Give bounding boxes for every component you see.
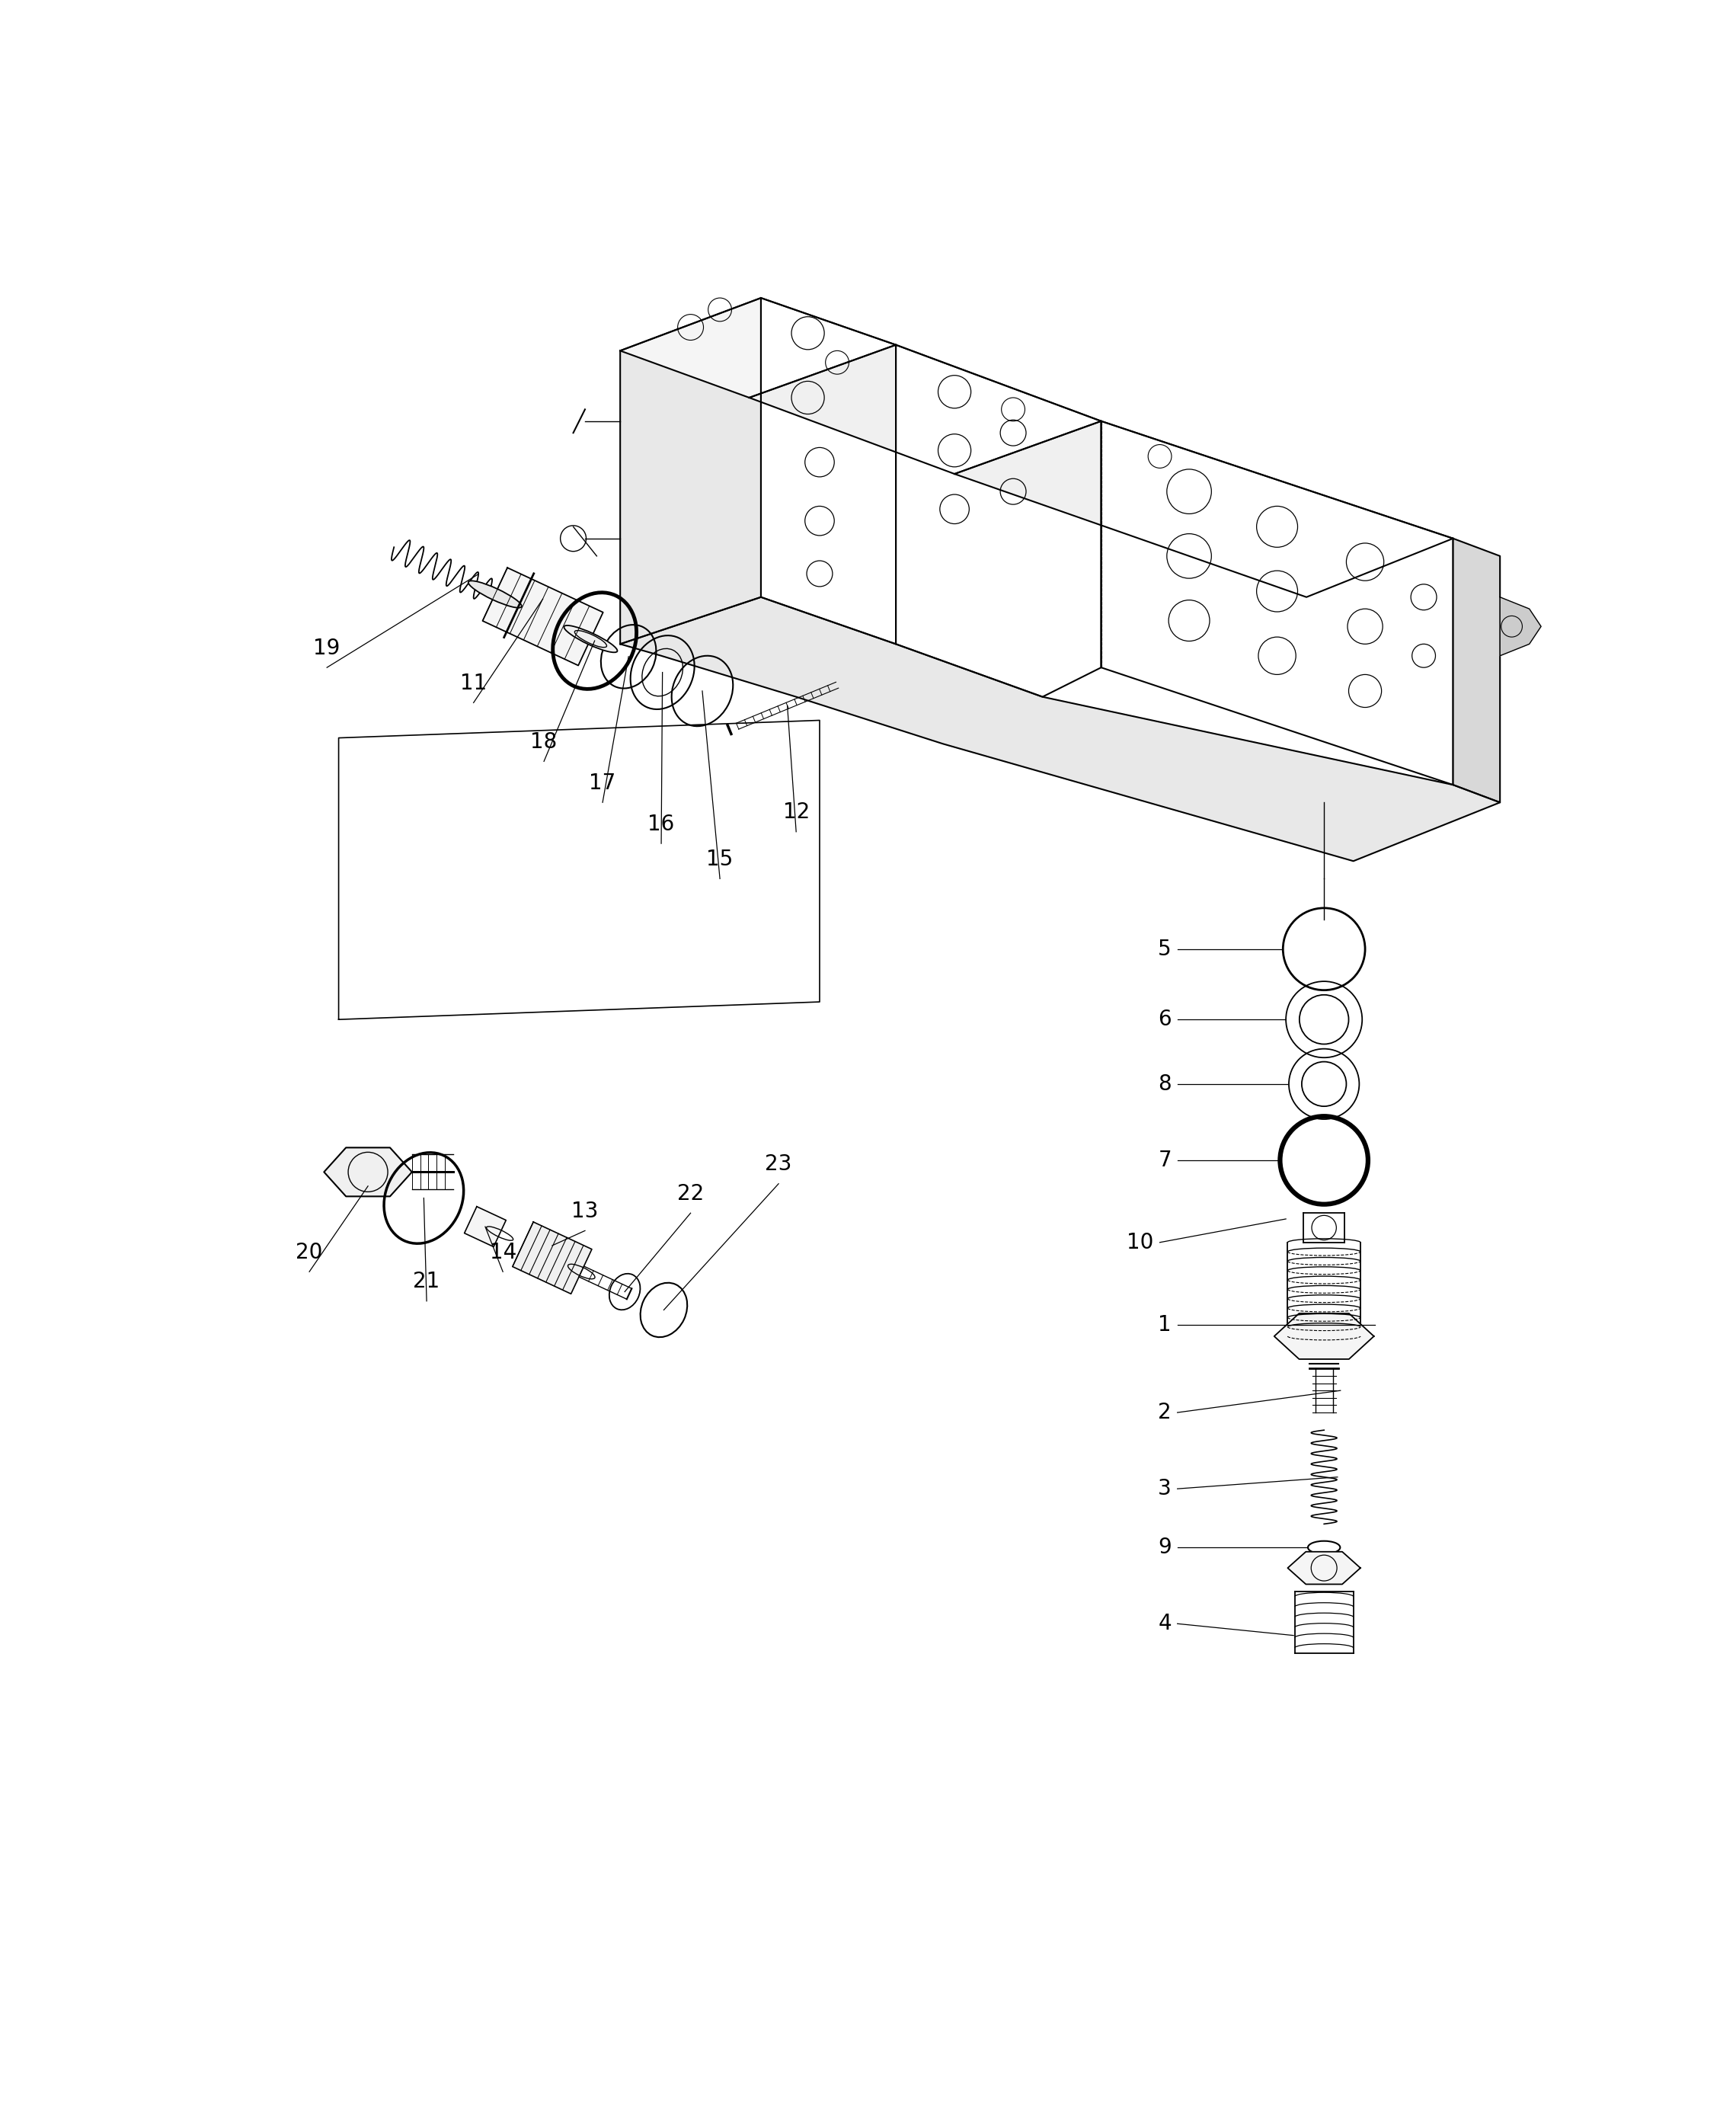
- Text: 13: 13: [571, 1200, 599, 1222]
- Ellipse shape: [469, 581, 523, 609]
- Text: 2: 2: [1158, 1402, 1172, 1423]
- Text: 5: 5: [1158, 937, 1172, 959]
- Polygon shape: [512, 1222, 592, 1294]
- Ellipse shape: [564, 626, 618, 653]
- Polygon shape: [750, 346, 1101, 473]
- Polygon shape: [1274, 1313, 1373, 1360]
- Polygon shape: [325, 1147, 411, 1196]
- Polygon shape: [1288, 1553, 1361, 1584]
- Text: 10: 10: [1127, 1232, 1154, 1254]
- Text: 21: 21: [413, 1270, 439, 1292]
- Text: 11: 11: [460, 672, 488, 694]
- Text: 20: 20: [295, 1241, 323, 1262]
- Polygon shape: [620, 297, 760, 645]
- Text: 18: 18: [531, 732, 557, 753]
- Text: 14: 14: [490, 1241, 516, 1262]
- Text: 3: 3: [1158, 1478, 1172, 1500]
- Text: 23: 23: [766, 1154, 792, 1175]
- Text: 9: 9: [1158, 1538, 1172, 1559]
- Polygon shape: [1453, 539, 1500, 802]
- Text: 8: 8: [1158, 1073, 1172, 1094]
- Polygon shape: [896, 346, 1101, 698]
- Polygon shape: [483, 568, 602, 666]
- Polygon shape: [1101, 422, 1453, 785]
- Polygon shape: [760, 297, 896, 645]
- Text: 1: 1: [1158, 1313, 1172, 1336]
- Polygon shape: [620, 297, 896, 397]
- Text: 6: 6: [1158, 1010, 1172, 1031]
- Polygon shape: [955, 422, 1453, 598]
- Text: 7: 7: [1158, 1150, 1172, 1171]
- Text: 17: 17: [589, 772, 616, 793]
- Text: 12: 12: [783, 802, 809, 823]
- Polygon shape: [1500, 598, 1542, 655]
- Polygon shape: [620, 598, 1500, 861]
- Polygon shape: [464, 1207, 505, 1247]
- Text: 22: 22: [677, 1184, 705, 1205]
- Text: 19: 19: [314, 638, 340, 660]
- Text: 16: 16: [648, 812, 675, 836]
- Polygon shape: [339, 721, 819, 1020]
- Text: 15: 15: [707, 848, 733, 870]
- Text: 4: 4: [1158, 1614, 1172, 1635]
